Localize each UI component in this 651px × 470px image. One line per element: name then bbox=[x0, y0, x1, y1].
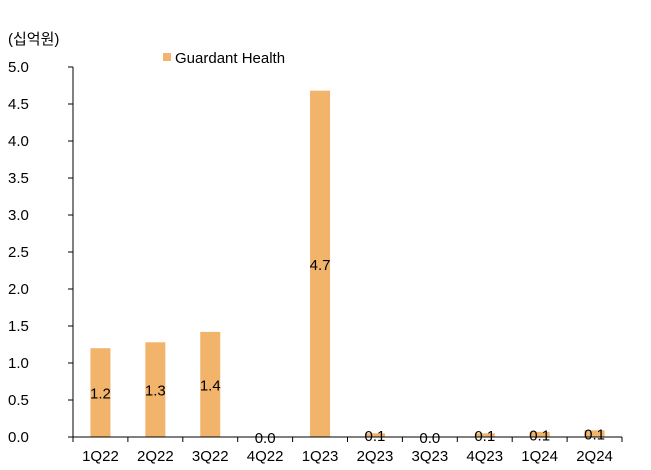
bar bbox=[584, 430, 605, 437]
data-label: 1.2 bbox=[90, 386, 111, 403]
x-tick-label: 1Q22 bbox=[82, 448, 119, 465]
bar bbox=[474, 433, 495, 437]
data-label: 0.0 bbox=[419, 430, 440, 447]
data-label: 1.4 bbox=[200, 377, 221, 394]
bar-series bbox=[90, 90, 605, 438]
y-tick-label: 4.0 bbox=[8, 133, 29, 150]
legend-swatch bbox=[163, 53, 171, 61]
legend-label: Guardant Health bbox=[175, 50, 285, 67]
y-tick-label: 4.5 bbox=[8, 96, 29, 113]
y-tick-label: 0.0 bbox=[8, 429, 29, 446]
data-label: 4.7 bbox=[310, 257, 331, 274]
y-tick-label: 5.0 bbox=[8, 59, 29, 76]
data-labels: 1.2 1.3 1.40.04.70.1 0.0 0.1 0.1 0.1 bbox=[90, 257, 605, 447]
bar bbox=[200, 331, 221, 437]
bar bbox=[529, 431, 550, 437]
bar bbox=[310, 90, 331, 438]
bar bbox=[145, 342, 166, 437]
y-tick-label: 0.5 bbox=[8, 392, 29, 409]
x-tick-label: 3Q23 bbox=[411, 448, 448, 465]
y-tick-label: 3.5 bbox=[8, 170, 29, 187]
x-axis: 1Q22 2Q22 3Q22 4Q22 1Q23 2Q23 3Q23 4Q23 1Q24 2Q24 bbox=[72, 436, 623, 465]
x-tick-label: 1Q23 bbox=[302, 448, 339, 465]
y-tick-label: 3.0 bbox=[8, 207, 29, 224]
bar bbox=[90, 348, 111, 437]
x-tick-label: 3Q22 bbox=[192, 448, 229, 465]
x-tick-label: 2Q22 bbox=[137, 448, 174, 465]
x-tick-label: 2Q23 bbox=[357, 448, 394, 465]
x-tick-label: 1Q24 bbox=[521, 448, 558, 465]
y-tick-label: 1.5 bbox=[8, 318, 29, 335]
x-tick-label: 4Q23 bbox=[466, 448, 503, 465]
data-label: 0.0 bbox=[255, 430, 276, 447]
data-label: 1.3 bbox=[145, 383, 166, 400]
x-tick-label: 4Q22 bbox=[247, 448, 284, 465]
y-tick-label: 1.0 bbox=[8, 355, 29, 372]
y-axis: 0.0 0.5 1.0 1.5 2.0 2.5 3.0 3.5 4.0 4.5 5.0 bbox=[8, 59, 74, 446]
y-axis-unit-label: (십억원) bbox=[8, 31, 59, 48]
legend: Guardant Health bbox=[163, 50, 285, 67]
bar bbox=[364, 433, 385, 437]
y-tick-label: 2.0 bbox=[8, 281, 29, 298]
y-tick-label: 2.5 bbox=[8, 244, 29, 261]
data-label: 0.1 bbox=[529, 427, 550, 444]
x-tick-label: 2Q24 bbox=[576, 448, 613, 465]
data-label: 0.1 bbox=[584, 427, 605, 444]
